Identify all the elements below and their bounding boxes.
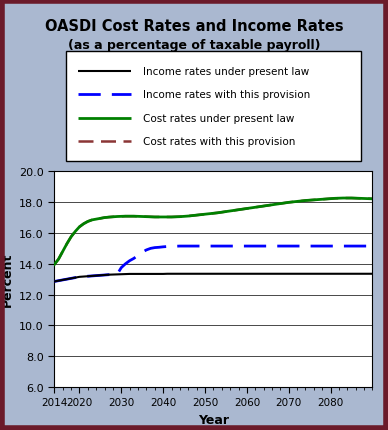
Text: Income rates under present law: Income rates under present law — [143, 66, 309, 77]
Text: Income rates with this provision: Income rates with this provision — [143, 90, 310, 100]
X-axis label: Year: Year — [198, 413, 229, 426]
Text: Cost rates with this provision: Cost rates with this provision — [143, 137, 295, 147]
Text: Cost rates under present law: Cost rates under present law — [143, 114, 294, 123]
Text: OASDI Cost Rates and Income Rates: OASDI Cost Rates and Income Rates — [45, 19, 343, 34]
FancyBboxPatch shape — [66, 52, 361, 161]
Y-axis label: Percent: Percent — [1, 252, 14, 307]
Text: (as a percentage of taxable payroll): (as a percentage of taxable payroll) — [68, 39, 320, 52]
